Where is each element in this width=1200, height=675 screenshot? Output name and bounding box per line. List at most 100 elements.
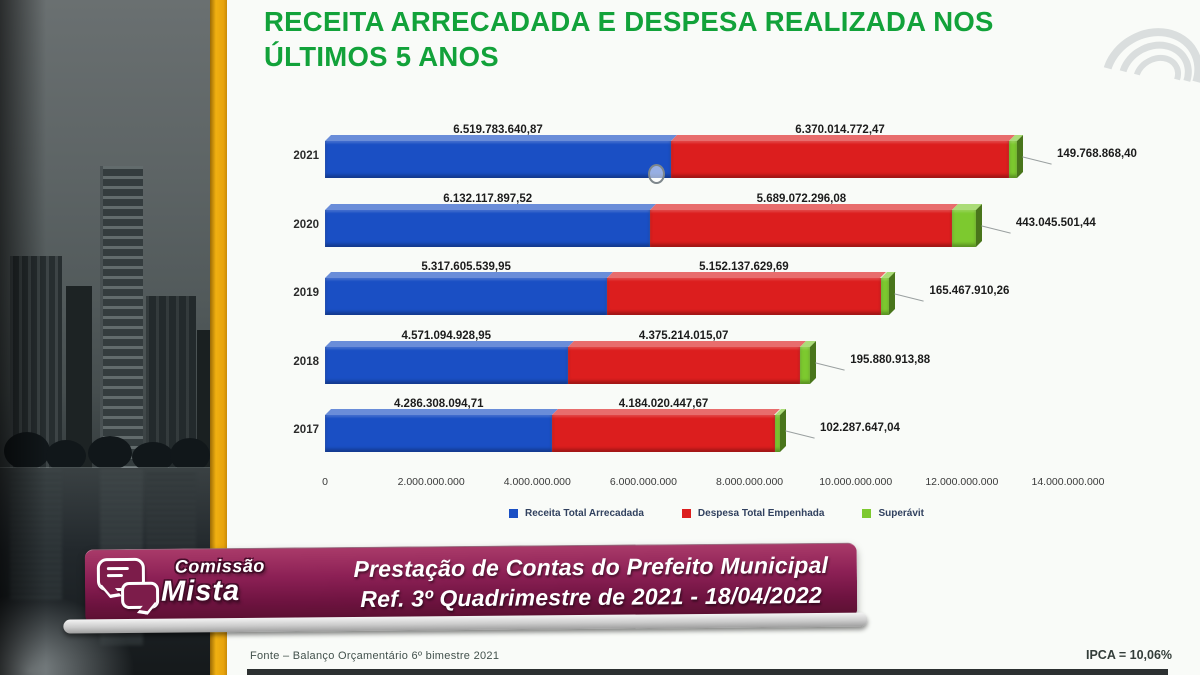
building-silhouette — [10, 256, 62, 468]
logo-text: Comissão Mista — [160, 555, 265, 608]
bar-row-2020: 2020 6.132.117.897,52 5.689.072.296,08 443.… — [293, 192, 1096, 251]
bar-row-2019: 2019 5.317.605.539,95 5.152.137.629,69 165.… — [293, 261, 1068, 319]
lower-third-banner: Comissão Mista Prestação de Contas do Pr… — [84, 542, 858, 625]
bar-segment-receita — [325, 141, 671, 178]
building-silhouette — [197, 330, 210, 468]
bar-segment-superavit — [1009, 141, 1017, 178]
tree-silhouette — [88, 436, 132, 470]
tree-silhouette — [46, 440, 86, 472]
legend-label: Superávit — [878, 508, 925, 519]
year-label: 2017 — [293, 424, 319, 436]
bar-segment-superavit — [774, 415, 780, 452]
legend-item: Superávit — [862, 508, 924, 519]
legend-swatch-icon — [862, 509, 872, 518]
bar-segment-despesa — [552, 415, 775, 452]
x-axis-tick: 2.000.000.000 — [397, 476, 465, 488]
year-label: 2021 — [293, 150, 319, 162]
bar-segment-receita — [325, 415, 553, 452]
building-silhouette — [66, 286, 92, 468]
bar-row-2021: 2021 6.519.783.640,87 6.370.014.772,47 149.… — [293, 124, 1137, 182]
water-reflection — [10, 470, 62, 600]
value-label-receita: 4.286.308.094,71 — [393, 398, 484, 410]
bar-segment-receita — [325, 346, 568, 384]
legend-label: Receita Total Arrecadada — [524, 508, 644, 519]
chart-legend: Receita Total Arrecadada Despesa Total Em… — [345, 508, 1088, 519]
x-axis-tick: 6.000.000.000 — [609, 476, 677, 488]
logo-word-comissao: Comissão — [174, 555, 265, 577]
bar-segment-receita — [325, 278, 608, 315]
legend-item: Receita Total Arrecadada — [508, 508, 644, 519]
stacked-bar — [325, 141, 1017, 178]
legend-swatch-icon — [681, 509, 691, 518]
value-label-despesa: 6.370.014.772,47 — [795, 124, 885, 136]
value-label-despesa: 5.689.072.296,08 — [756, 192, 847, 205]
value-label-superavit: 165.467.910,26 — [929, 285, 1010, 297]
ipca-note: IPCA = 10,06% — [1086, 648, 1173, 662]
stacked-bar-chart: 0 2.000.000.000 4.000.000.000 6.000.000.000… — [293, 124, 1137, 544]
bar-row-2018: 2018 4.571.094.928,95 4.375.214.015,07 195.… — [293, 329, 1068, 388]
leader-line — [785, 430, 815, 439]
legend-swatch-icon — [508, 509, 518, 518]
value-label-superavit: 149.768.868,40 — [1057, 148, 1137, 160]
year-label: 2019 — [293, 287, 319, 299]
bar-segment-despesa — [567, 346, 800, 384]
bar-segment-despesa — [650, 209, 953, 247]
banner-caption-line-2: Ref. 3º Quadrimestre de 2021 - 18/04/202… — [360, 581, 822, 612]
x-axis-tick: 4.000.000.000 — [503, 476, 571, 488]
title-line-1: RECEITA ARRECADADA E DESPESA REALIZADA N… — [264, 6, 994, 37]
leader-line — [981, 224, 1011, 234]
selection-handle-icon — [648, 164, 665, 184]
value-label-superavit: 195.880.913,88 — [850, 353, 931, 366]
x-axis-tick: 12.000.000.000 — [925, 476, 999, 488]
speech-bubble-icon — [120, 581, 160, 610]
waterline — [0, 467, 210, 469]
bar-segment-despesa — [607, 278, 881, 315]
bar-segment-despesa — [671, 141, 1010, 178]
leader-line — [894, 293, 925, 302]
bar-segment-superavit — [952, 209, 976, 247]
bar-row-2017: 2017 4.286.308.094,71 4.184.020.447,67 102.… — [293, 398, 1068, 456]
x-axis-tick: 0 — [322, 476, 328, 488]
tree-silhouette — [4, 432, 50, 470]
x-axis-tick: 8.000.000.000 — [715, 476, 784, 488]
stacked-bar — [325, 209, 976, 247]
bar-segment-receita — [325, 209, 651, 247]
stacked-bar — [325, 346, 811, 384]
next-banner-edge — [247, 669, 1168, 675]
value-label-receita: 6.132.117.897,52 — [443, 192, 533, 205]
skyscraper-silhouette — [100, 166, 143, 468]
broadcaster-swoosh-icon — [1082, 10, 1200, 140]
legend-label: Despesa Total Empenhada — [697, 508, 825, 519]
banner-caption: Prestação de Contas do Prefeito Municipa… — [333, 550, 850, 615]
value-label-receita: 6.519.783.640,87 — [453, 124, 543, 136]
logo-word-mista: Mista — [160, 575, 241, 608]
building-silhouette — [146, 296, 196, 468]
leader-line — [1022, 156, 1052, 165]
comissao-mista-logo: Comissão Mista — [95, 554, 331, 620]
stacked-bar — [325, 415, 780, 452]
value-label-superavit: 102.287.647,04 — [819, 422, 900, 434]
leader-line — [815, 361, 845, 371]
tree-silhouette — [170, 438, 210, 472]
x-axis-tick: 14.000.000.000 — [1031, 476, 1105, 488]
year-label: 2018 — [293, 355, 319, 368]
value-label-receita: 5.317.605.539,95 — [421, 261, 511, 273]
tree-silhouette — [132, 442, 174, 472]
bar-segment-superavit — [799, 346, 811, 384]
value-label-superavit: 443.045.501,44 — [1015, 216, 1096, 229]
legend-item: Despesa Total Empenhada — [681, 508, 825, 519]
x-axis: 0 2.000.000.000 4.000.000.000 6.000.000.000… — [322, 476, 1104, 492]
yellow-stripe — [210, 0, 227, 675]
source-note: Fonte – Balanço Orçamentário 6º bimestre… — [250, 650, 500, 662]
value-label-despesa: 4.375.214.015,07 — [638, 329, 729, 342]
value-label-despesa: 4.184.020.447,67 — [618, 398, 709, 410]
value-label-despesa: 5.152.137.629,69 — [699, 261, 789, 273]
x-axis-tick: 10.000.000.000 — [819, 476, 893, 488]
banner-caption-line-1: Prestação de Contas do Prefeito Municipa… — [353, 551, 829, 583]
value-label-receita: 4.571.094.928,95 — [401, 329, 492, 342]
year-label: 2020 — [293, 218, 319, 231]
bar-segment-superavit — [880, 278, 890, 315]
slide-title: RECEITA ARRECADADA E DESPESA REALIZADA N… — [264, 4, 1104, 74]
stacked-bar — [325, 278, 890, 315]
